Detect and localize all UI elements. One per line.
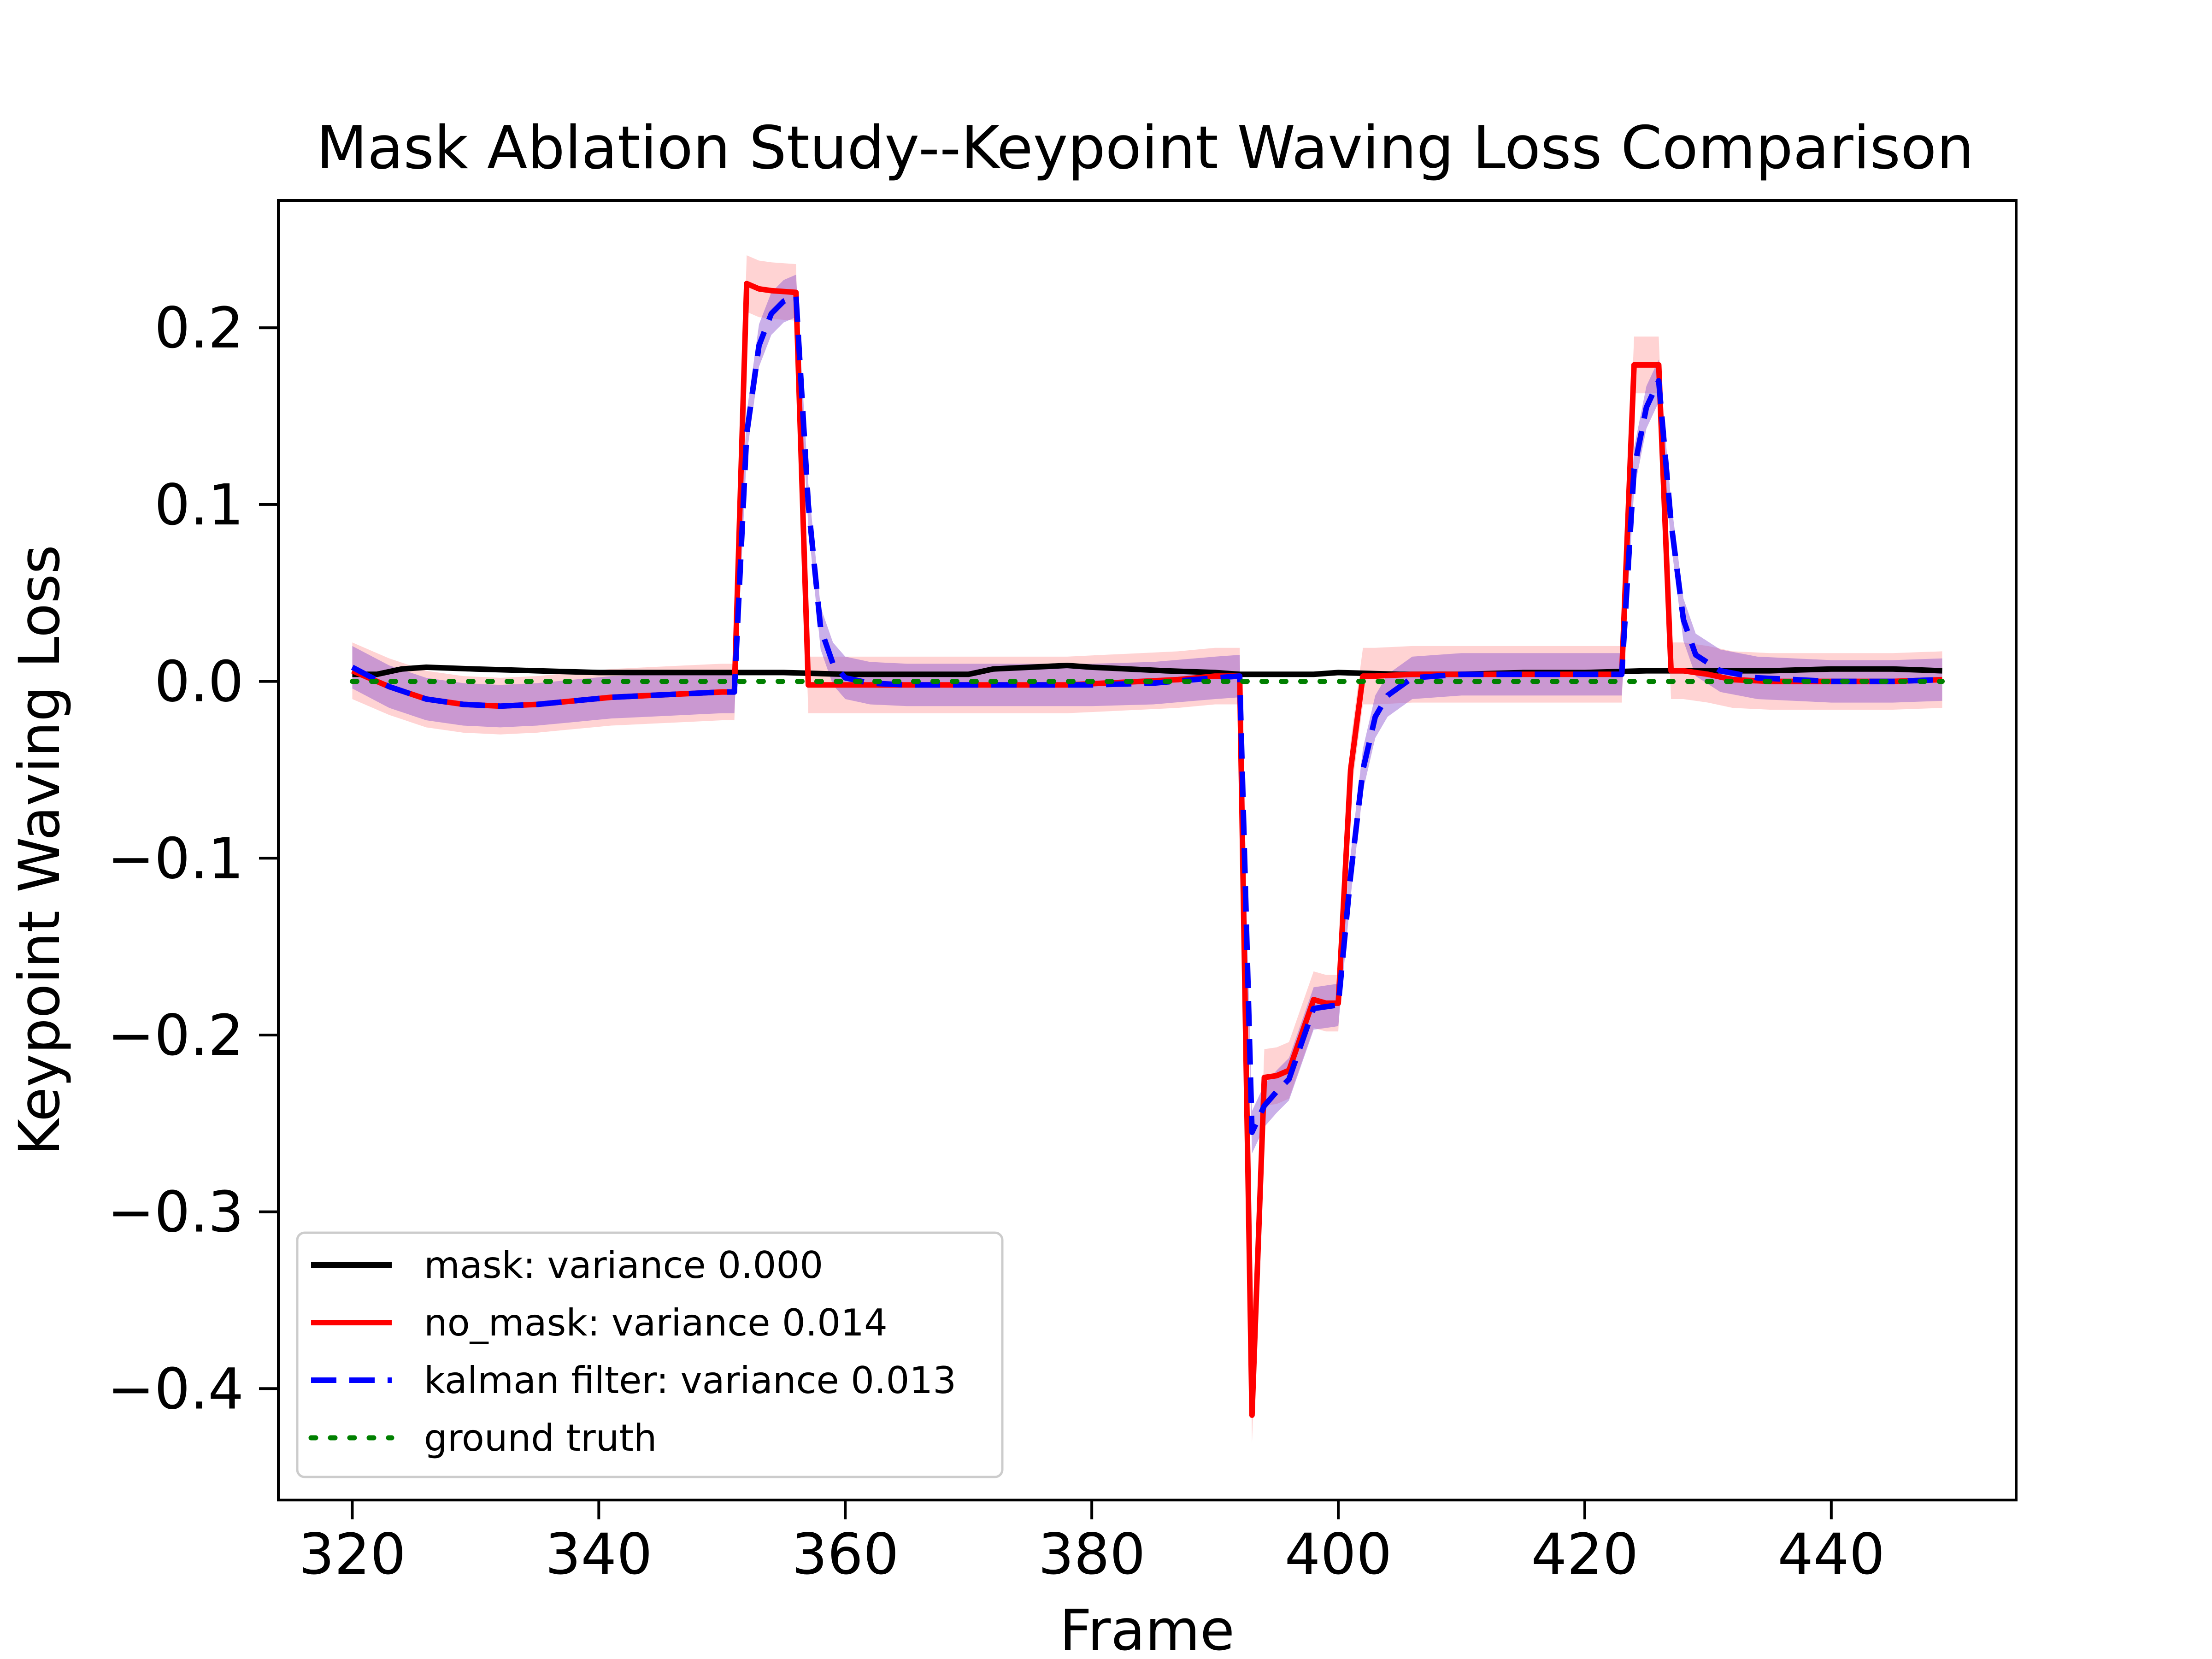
x-tick-label: 420 [1531, 1522, 1638, 1587]
y-tick-label: −0.3 [107, 1180, 244, 1245]
x-tick-label: 360 [792, 1522, 899, 1587]
band-kalman-filter [352, 275, 1942, 1154]
uncertainty-bands [352, 255, 1942, 1444]
plot-area-frame [277, 199, 2018, 1501]
legend-label-0: mask: variance 0.000 [424, 1244, 823, 1287]
legend-label-3: ground truth [424, 1417, 657, 1459]
y-tick-label: 0.0 [154, 649, 244, 715]
y-tick-label: −0.2 [107, 1003, 244, 1068]
x-tick-label: 320 [299, 1522, 406, 1587]
y-tick-label: −0.4 [107, 1356, 244, 1422]
x-tick-label: 340 [545, 1522, 653, 1587]
chart-title: Mask Ablation Study--Keypoint Waving Los… [317, 114, 1974, 182]
legend-label-2: kalman filter: variance 0.013 [424, 1359, 956, 1402]
series-lines [349, 281, 1945, 1418]
y-tick-label: −0.1 [107, 826, 244, 891]
y-tick-label: 0.1 [154, 472, 244, 538]
x-tick-label: 380 [1038, 1522, 1146, 1587]
legend: mask: variance 0.000 no_mask: variance 0.… [296, 1231, 1004, 1478]
x-tick-label: 400 [1285, 1522, 1392, 1587]
legend-label-1: no_mask: variance 0.014 [424, 1301, 888, 1344]
series-line-2 [351, 293, 1942, 1135]
x-axis-label: Frame [1059, 1598, 1235, 1659]
y-tick-label: 0.2 [154, 295, 244, 361]
x-tick-label: 440 [1777, 1522, 1885, 1587]
y-axis-label: Keypoint Waving Loss [7, 545, 72, 1156]
legend-box [296, 1231, 1004, 1478]
x-axis-ticks: 320 340 360 380 400 420 440 [299, 1500, 1885, 1587]
y-axis-ticks: 0.2 0.1 0.0 −0.1 −0.2 −0.3 −0.4 [107, 295, 278, 1422]
